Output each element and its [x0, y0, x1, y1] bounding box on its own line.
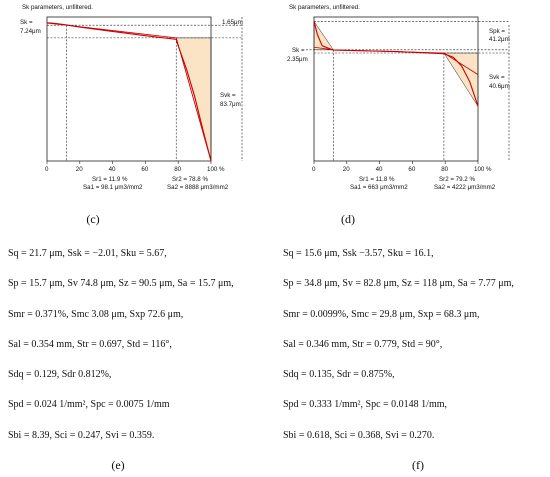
chart-c-sa1: Sa1 = 98.1 μm3/mm2 — [83, 184, 143, 191]
chart-d: Sk parameters, unfiltered. 0 20 40 60 80 100 … — [287, 0, 527, 200]
chart-d-svk-fill — [443, 52, 479, 108]
x-tick-label: 100 % — [207, 166, 225, 173]
x-tick-label: 60 — [408, 166, 415, 173]
x-tick-label: 20 — [76, 166, 83, 173]
chart-d-spk-label: Spk = — [489, 28, 505, 35]
chart-d-x-ticks: 0 20 40 60 80 100 % — [312, 161, 492, 173]
cumulative-curve-1 — [46, 22, 212, 162]
param-line: Sp = 34.8 μm, Sv = 82.8 μm, Sz = 118 μm,… — [283, 278, 514, 290]
chart-d-sa2: Sa2 = 4222 μm3/mm2 — [434, 184, 496, 191]
x-tick-label: 0 — [45, 166, 49, 173]
chart-c-sa2: Sa2 = 8888 μm3/mm2 — [167, 184, 229, 191]
chart-c-title: Sk parameters, unfiltered. — [22, 4, 93, 11]
x-tick-label: 0 — [312, 166, 316, 173]
chart-d-guides — [306, 21, 510, 161]
parameters-f: Sq = 15.6 μm, Ssk −3.57, Sku = 16.1, Sp … — [283, 248, 548, 460]
x-tick-label: 20 — [343, 166, 350, 173]
x-tick-label: 100 % — [474, 166, 492, 173]
x-tick-label: 80 — [441, 166, 448, 173]
param-line: Spd = 0.333 1/mm², Spc = 0.0148 1/mm, — [283, 399, 448, 411]
chart-d-svk-value: 40.6μm — [489, 83, 510, 90]
param-line: Smr = 0.0099%, Smc = 29.8 μm, Sxp = 68.3… — [283, 308, 480, 320]
chart-d-plot-frame — [313, 16, 479, 162]
chart-c-sk-label: Sk = — [20, 19, 33, 26]
x-tick-label: 40 — [376, 166, 383, 173]
param-line: Sbi = 0.618, Sci = 0.368, Svi = 0.270. — [283, 429, 435, 441]
param-line: Sq = 21.7 μm, Ssk = −2.01, Sku = 5.67, — [8, 248, 167, 259]
chart-d-sr2: Sr2 = 79.2 % — [439, 176, 475, 183]
param-line: Sal = 0.346 mm, Str = 0.779, Std = 90°, — [283, 338, 443, 350]
parameters-e: Sq = 21.7 μm, Ssk = −2.01, Sku = 5.67, S… — [8, 248, 273, 460]
param-line: Sdq = 0.129, Sdr 0.812%, — [8, 369, 112, 381]
param-line: Sp = 15.7 μm, Sv 74.8 μm, Sz = 90.5 μm, … — [8, 278, 234, 290]
chart-c-curves — [46, 22, 212, 162]
chart-d-spk-fill — [313, 20, 334, 51]
param-line: Sdq = 0.135, Sdr = 0.875%, — [283, 369, 395, 381]
panel-label-e: (e) — [111, 458, 125, 472]
chart-d-title: Sk parameters, unfiltered. — [289, 4, 360, 11]
chart-c-svk-value: 83.7μm — [220, 101, 241, 108]
chart-c-plot-frame — [46, 16, 212, 162]
panel-label-c: (c) — [86, 212, 100, 226]
chart-c-guides — [47, 17, 243, 161]
chart-c-spk-value: 1.65μm — [222, 19, 243, 26]
param-line: Spd = 0.024 1/mm², Spc = 0.0075 1/mm — [8, 399, 170, 411]
chart-d-sr1: Sr1 = 11.8 % — [359, 176, 395, 183]
chart-c-x-ticks: 0 20 40 60 80 100 % — [45, 161, 225, 173]
chart-c-svk-label: Svk = — [220, 92, 236, 99]
chart-c-sr2: Sr2 = 78.8 % — [172, 176, 208, 183]
chart-d-svg: Sk parameters, unfiltered. 0 20 40 60 80 100 … — [287, 4, 510, 191]
panel-label-f: (f) — [412, 458, 424, 472]
chart-d-curves — [313, 21, 479, 107]
param-line: Sq = 15.6 μm, Ssk −3.57, Sku = 16.1, — [283, 248, 434, 259]
panel-label-d: (d) — [341, 212, 355, 226]
chart-d-spk-value: 41.2μm — [489, 36, 510, 43]
chart-c: Sk parameters, unfiltered. 0 20 40 60 80 100 … — [20, 0, 260, 200]
chart-c-sk-value: 7.24μm — [20, 28, 41, 35]
chart-d-sk-label: Sk = — [292, 47, 305, 54]
x-tick-label: 60 — [141, 166, 148, 173]
param-line: Sal = 0.354 mm, Str = 0.697, Std = 116°, — [8, 338, 172, 350]
chart-c-svg: Sk parameters, unfiltered. 0 20 40 60 80 100 … — [20, 4, 243, 191]
x-tick-label: 80 — [174, 166, 181, 173]
chart-d-svk-label: Svk = — [489, 74, 505, 81]
cumulative-curve-1 — [313, 46, 479, 75]
chart-d-sk-value: 2.35μm — [287, 56, 308, 63]
chart-d-sa1: Sa1 = 663 μm3/mm2 — [350, 184, 408, 191]
param-line: Sbi = 8.39, Sci = 0.247, Svi = 0.359. — [8, 429, 155, 441]
param-line: Smr = 0.371%, Smc 3.08 μm, Sxp 72.6 μm, — [8, 308, 184, 320]
x-tick-label: 40 — [109, 166, 116, 173]
chart-c-sr1: Sr1 = 11.9 % — [92, 176, 128, 183]
